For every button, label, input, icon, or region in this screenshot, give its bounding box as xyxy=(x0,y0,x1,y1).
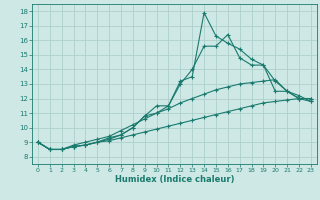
X-axis label: Humidex (Indice chaleur): Humidex (Indice chaleur) xyxy=(115,175,234,184)
